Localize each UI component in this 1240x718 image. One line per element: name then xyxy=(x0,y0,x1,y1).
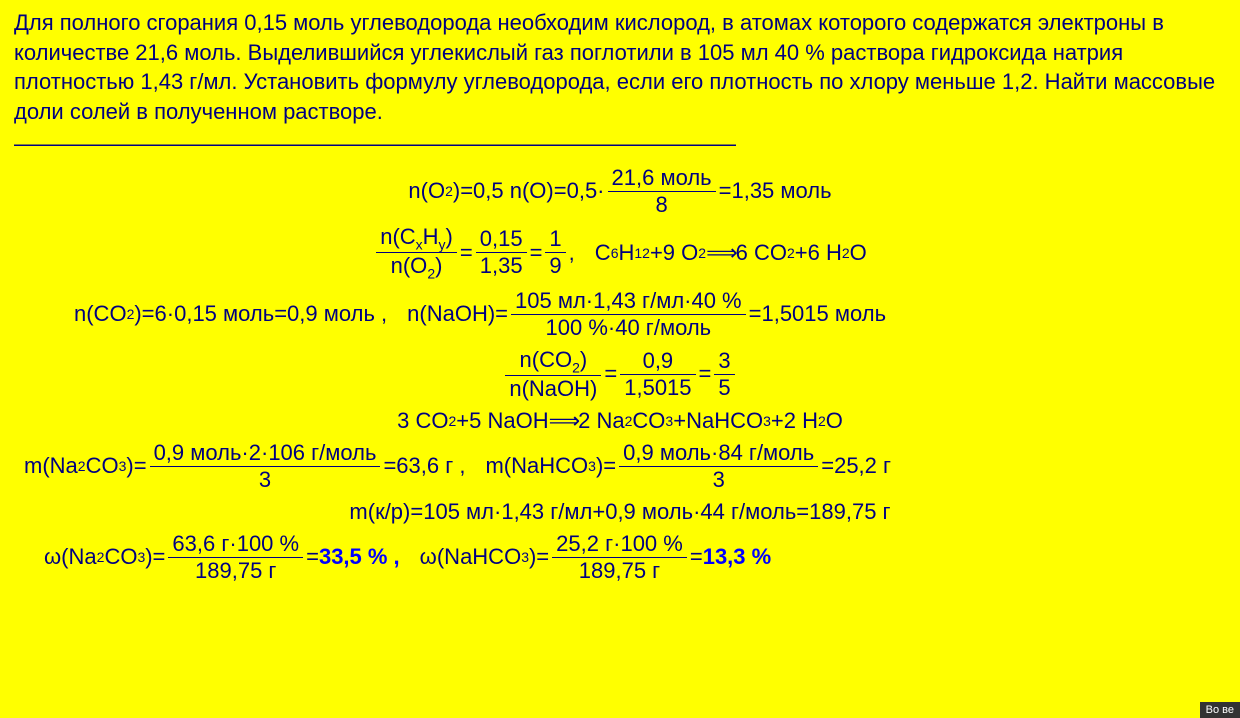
corner-label: Во ве xyxy=(1200,702,1240,718)
divider: ———————————————————————————————————— xyxy=(14,131,1226,157)
eq-solution-mass: m(к/р)=105 мл·1,43 г/мл+0,9 моль·44 г/мо… xyxy=(14,499,1226,525)
eq-mass-fractions: ω(Na2CO3)= 63,6 г·100 %189,75 г =33,5 % … xyxy=(14,531,1226,584)
solution: n(O2)=0,5 n(O)=0,5· 21,6 моль8 =1,35 мол… xyxy=(14,165,1226,584)
eq-oxygen-moles: n(O2)=0,5 n(O)=0,5· 21,6 моль8 =1,35 мол… xyxy=(14,165,1226,218)
answer-2: 13,3 % xyxy=(703,544,772,570)
eq-co2-naoh-moles: n(CO2)=6·0,15 моль=0,9 моль , n(NaOH)= 1… xyxy=(14,288,1226,341)
eq-ratio-combustion: n(CxHy) n(O2) = 0,151,35 = 19 , C6H12+9 … xyxy=(14,224,1226,282)
eq-reaction: 3 CO2+5 NaOH ⟹ 2 Na2CO3+NaHCO3+2 H2O xyxy=(14,408,1226,434)
eq-salt-masses: m(Na2CO3)= 0,9 моль·2·106 г/моль3 =63,6 … xyxy=(14,440,1226,493)
problem-text: Для полного сгорания 0,15 моль углеводор… xyxy=(14,8,1226,127)
answer-1: 33,5 % , xyxy=(319,544,400,570)
eq-ratio-co2-naoh: n(CO2) n(NaOH) = 0,91,5015 = 35 xyxy=(14,347,1226,402)
